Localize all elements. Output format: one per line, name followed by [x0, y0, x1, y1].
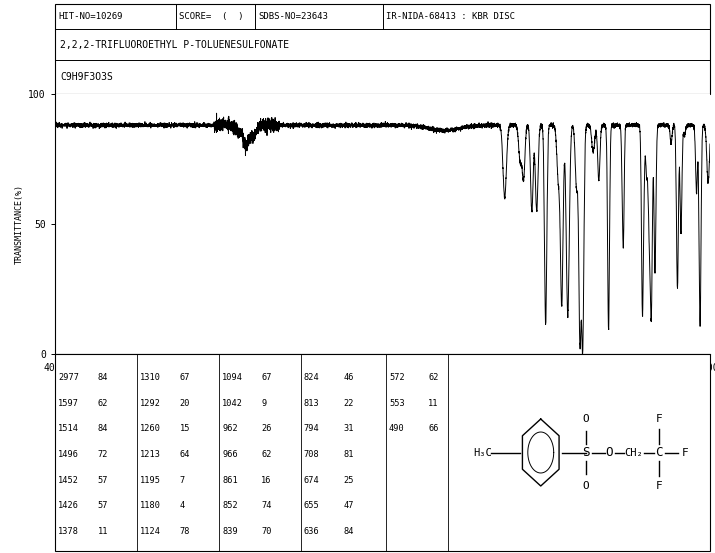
- Text: 839: 839: [222, 527, 238, 536]
- Text: 57: 57: [97, 501, 108, 510]
- Y-axis label: TRANSMITTANCE(%): TRANSMITTANCE(%): [15, 184, 24, 264]
- Text: 1042: 1042: [222, 399, 243, 408]
- Text: 1094: 1094: [222, 373, 243, 382]
- Text: 26: 26: [261, 424, 272, 434]
- Text: SCORE=  (  ): SCORE= ( ): [179, 12, 244, 21]
- Text: 84: 84: [97, 424, 108, 434]
- Text: 4: 4: [179, 501, 184, 510]
- Text: 572: 572: [389, 373, 405, 382]
- Text: F: F: [656, 481, 662, 491]
- Text: 72: 72: [97, 450, 108, 459]
- Text: 64: 64: [179, 450, 190, 459]
- Text: 1292: 1292: [140, 399, 161, 408]
- Text: 1310: 1310: [140, 373, 161, 382]
- Text: 824: 824: [304, 373, 320, 382]
- Text: 1452: 1452: [59, 476, 79, 484]
- Text: 553: 553: [389, 399, 405, 408]
- Text: 66: 66: [428, 424, 439, 434]
- Text: 1195: 1195: [140, 476, 161, 484]
- Text: 78: 78: [179, 527, 190, 536]
- Text: 794: 794: [304, 424, 320, 434]
- Text: 1124: 1124: [140, 527, 161, 536]
- Text: 1597: 1597: [59, 399, 79, 408]
- Text: 47: 47: [343, 501, 354, 510]
- Text: 62: 62: [428, 373, 439, 382]
- Text: 1378: 1378: [59, 527, 79, 536]
- Text: 861: 861: [222, 476, 238, 484]
- Text: 852: 852: [222, 501, 238, 510]
- Text: 708: 708: [304, 450, 320, 459]
- Text: 62: 62: [261, 450, 272, 459]
- Text: HIT-NO=10269: HIT-NO=10269: [59, 12, 123, 21]
- Text: 1514: 1514: [59, 424, 79, 434]
- Text: 2,2,2-TRIFLUOROETHYL P-TOLUENESULFONATE: 2,2,2-TRIFLUOROETHYL P-TOLUENESULFONATE: [60, 39, 290, 50]
- Text: 1180: 1180: [140, 501, 161, 510]
- Text: 813: 813: [304, 399, 320, 408]
- Text: C: C: [655, 446, 663, 459]
- Text: 966: 966: [222, 450, 238, 459]
- Text: 57: 57: [97, 476, 108, 484]
- Text: 15: 15: [179, 424, 190, 434]
- Text: 490: 490: [389, 424, 405, 434]
- Text: 22: 22: [343, 399, 354, 408]
- Text: 11: 11: [428, 399, 439, 408]
- Text: 74: 74: [261, 501, 272, 510]
- Text: 636: 636: [304, 527, 320, 536]
- Text: 962: 962: [222, 424, 238, 434]
- Text: 674: 674: [304, 476, 320, 484]
- Text: 2977: 2977: [59, 373, 79, 382]
- Text: 46: 46: [343, 373, 354, 382]
- Text: O: O: [606, 446, 613, 459]
- Text: 20: 20: [179, 399, 190, 408]
- Text: 1260: 1260: [140, 424, 161, 434]
- Text: 7: 7: [179, 476, 184, 484]
- Text: 67: 67: [179, 373, 190, 382]
- Text: 11: 11: [97, 527, 108, 536]
- Text: 62: 62: [97, 399, 108, 408]
- Text: 31: 31: [343, 424, 354, 434]
- Text: SDBS-NO=23643: SDBS-NO=23643: [258, 12, 328, 21]
- Text: F: F: [681, 447, 688, 457]
- Text: CH₂: CH₂: [624, 447, 643, 457]
- Text: 81: 81: [343, 450, 354, 459]
- Text: IR-NIDA-68413 : KBR DISC: IR-NIDA-68413 : KBR DISC: [386, 12, 515, 21]
- Text: 655: 655: [304, 501, 320, 510]
- Text: 67: 67: [261, 373, 272, 382]
- Text: 84: 84: [97, 373, 108, 382]
- Text: 1496: 1496: [59, 450, 79, 459]
- Text: F: F: [656, 414, 662, 424]
- Text: O: O: [582, 414, 589, 424]
- Text: O: O: [582, 481, 589, 491]
- Text: 1213: 1213: [140, 450, 161, 459]
- Text: 1426: 1426: [59, 501, 79, 510]
- Text: 70: 70: [261, 527, 272, 536]
- Text: H₃C: H₃C: [473, 447, 493, 457]
- Text: 25: 25: [343, 476, 354, 484]
- Text: S: S: [582, 446, 589, 459]
- Text: 16: 16: [261, 476, 272, 484]
- Text: 9: 9: [261, 399, 267, 408]
- Text: C9H9F3O3S: C9H9F3O3S: [60, 72, 113, 82]
- X-axis label: WAVENUMBER(-1): WAVENUMBER(-1): [341, 376, 423, 386]
- Text: 84: 84: [343, 527, 354, 536]
